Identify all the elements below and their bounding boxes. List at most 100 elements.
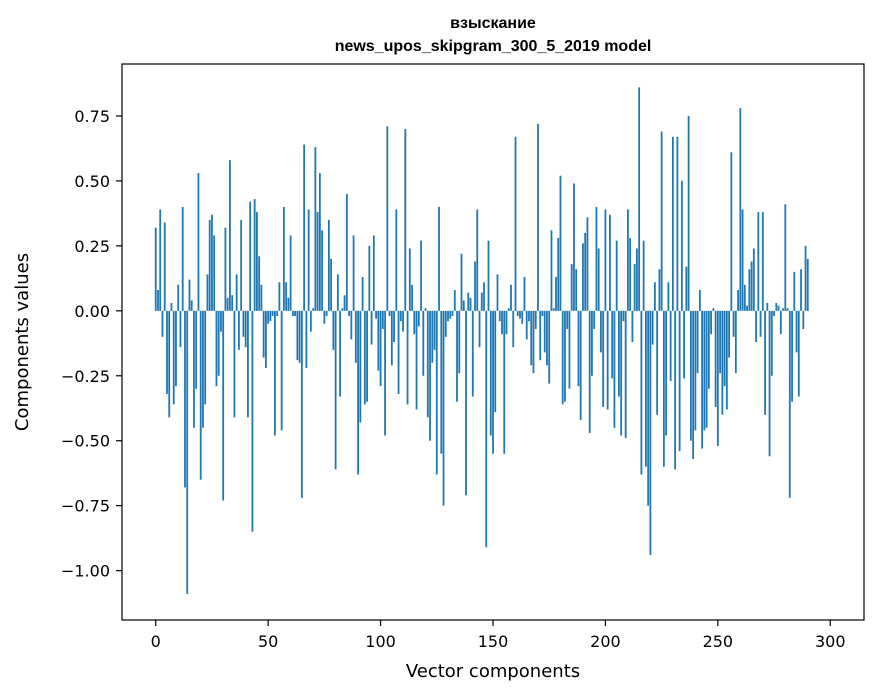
bar-231 (674, 310, 677, 470)
bar-126 (438, 206, 440, 311)
bar-106 (393, 310, 395, 342)
bar-161 (516, 310, 519, 317)
bar-267 (755, 310, 757, 342)
bar-4 (163, 222, 166, 311)
bar-258 (734, 310, 737, 374)
bar-111 (404, 128, 407, 311)
bar-82 (339, 310, 341, 397)
bar-212 (631, 310, 634, 342)
bar-22 (204, 310, 207, 405)
bar-105 (390, 310, 393, 366)
bar-93 (363, 310, 366, 405)
bars-group (154, 87, 809, 595)
bar-153 (498, 310, 501, 322)
bar-185 (570, 264, 573, 311)
bar-115 (413, 310, 416, 335)
bar-64 (298, 310, 301, 363)
bar-71 (314, 147, 317, 311)
y-axis-ticks: −1.00 −0.75 −0.50 −0.25 0.00 0.25 0.50 0.75 (61, 107, 122, 581)
bar-124 (433, 310, 436, 350)
bar-234 (680, 180, 683, 311)
bar-140 (469, 297, 472, 311)
bar-44 (253, 199, 256, 311)
bar-148 (487, 240, 490, 311)
bar-214 (636, 248, 638, 311)
bar-54 (276, 310, 279, 317)
bar-239 (692, 310, 695, 459)
y-tick-label-0: −1.00 (61, 562, 110, 581)
bar-194 (591, 310, 593, 376)
x-tick-label-100: 100 (365, 632, 396, 651)
bar-154 (501, 310, 503, 335)
bar-275 (773, 310, 775, 317)
bar-268 (757, 212, 760, 311)
bar-81 (336, 274, 339, 311)
bar-24 (208, 219, 211, 311)
bar-225 (660, 131, 663, 311)
bar-109 (399, 310, 402, 322)
bar-164 (523, 277, 526, 311)
bar-158 (510, 284, 512, 311)
x-tick-label-50: 50 (258, 632, 278, 651)
bar-171 (539, 310, 542, 361)
bar-102 (384, 310, 386, 436)
bar-130 (447, 310, 449, 322)
bar-132 (451, 310, 454, 317)
bar-84 (343, 295, 346, 311)
bar-184 (568, 310, 571, 389)
bar-146 (483, 282, 485, 311)
bar-218 (645, 310, 647, 467)
bar-245 (705, 310, 708, 428)
bar-27 (215, 310, 218, 387)
bar-119 (422, 310, 425, 376)
bar-202 (609, 214, 611, 311)
bar-289 (804, 245, 807, 311)
bar-144 (478, 310, 481, 348)
bar-72 (316, 212, 319, 311)
bar-92 (361, 277, 364, 311)
bar-25 (211, 214, 213, 311)
bar-38 (240, 219, 243, 311)
bar-76 (325, 310, 328, 317)
bar-78 (330, 258, 333, 311)
bar-165 (525, 310, 528, 340)
bar-170 (537, 123, 539, 311)
bar-283 (791, 310, 793, 402)
bar-97 (372, 235, 375, 311)
bar-177 (552, 308, 555, 311)
bar-152 (496, 274, 499, 311)
bar-73 (318, 173, 321, 311)
bar-13 (184, 310, 186, 488)
bar-110 (402, 310, 404, 332)
bar-95 (368, 245, 371, 311)
y-tick-label-5: 0.25 (74, 237, 110, 256)
bar-208 (622, 310, 625, 322)
bar-273 (768, 310, 771, 457)
bar-182 (564, 310, 566, 402)
bar-139 (467, 292, 470, 311)
bar-195 (593, 310, 596, 330)
bar-189 (579, 310, 582, 420)
bar-134 (456, 310, 458, 402)
bar-261 (741, 209, 744, 311)
bar-108 (397, 310, 400, 394)
bar-96 (370, 310, 373, 345)
bar-128 (442, 310, 445, 506)
y-tick-label-1: −0.75 (61, 497, 110, 516)
bar-232 (676, 136, 679, 311)
bar-65 (300, 310, 303, 498)
bar-200 (604, 209, 607, 311)
bar-114 (411, 284, 413, 311)
bar-61 (291, 310, 294, 317)
bar-223 (656, 310, 659, 415)
bar-213 (633, 264, 636, 311)
bar-260 (739, 108, 742, 311)
bar-135 (458, 310, 461, 374)
bar-281 (786, 308, 789, 311)
bar-98 (375, 310, 377, 319)
bar-156 (505, 310, 508, 335)
bar-155 (503, 310, 506, 454)
bar-85 (345, 193, 348, 311)
bar-87 (350, 310, 353, 340)
